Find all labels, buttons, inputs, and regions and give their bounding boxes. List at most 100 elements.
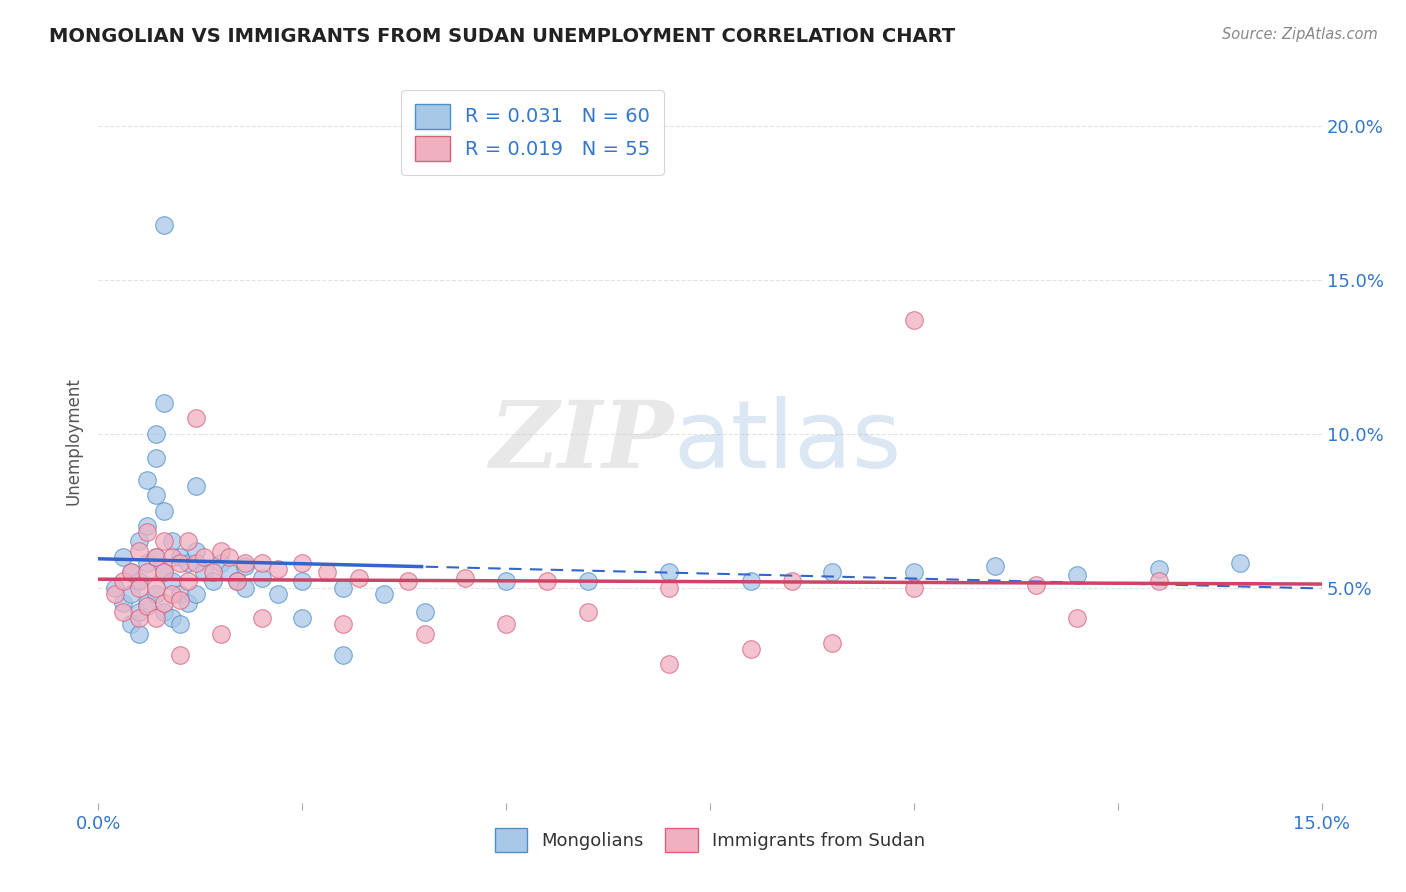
Point xyxy=(903,581,925,595)
Point xyxy=(740,574,762,589)
Point xyxy=(233,556,256,570)
Point xyxy=(128,534,150,549)
Point xyxy=(267,587,290,601)
Point xyxy=(740,642,762,657)
Point xyxy=(454,571,477,585)
Point xyxy=(120,617,142,632)
Point xyxy=(128,626,150,640)
Point xyxy=(145,549,167,564)
Point xyxy=(128,574,150,589)
Point xyxy=(186,479,208,493)
Point xyxy=(332,648,354,663)
Point xyxy=(128,605,150,619)
Point xyxy=(120,587,142,601)
Point xyxy=(1066,568,1088,582)
Point xyxy=(250,571,273,585)
Point xyxy=(413,605,436,619)
Point xyxy=(152,565,174,579)
Point xyxy=(169,549,191,564)
Point xyxy=(169,617,191,632)
Point xyxy=(136,556,159,570)
Point xyxy=(104,581,127,595)
Legend: Mongolians, Immigrants from Sudan: Mongolians, Immigrants from Sudan xyxy=(488,822,932,859)
Point xyxy=(152,596,174,610)
Point xyxy=(209,626,232,640)
Text: Source: ZipAtlas.com: Source: ZipAtlas.com xyxy=(1222,27,1378,42)
Point xyxy=(780,574,803,589)
Point xyxy=(152,605,174,619)
Point xyxy=(128,611,150,625)
Point xyxy=(152,534,174,549)
Point xyxy=(128,581,150,595)
Point xyxy=(658,657,681,672)
Point xyxy=(120,565,142,579)
Point xyxy=(104,587,127,601)
Point xyxy=(1066,611,1088,625)
Point xyxy=(145,611,167,625)
Point xyxy=(1229,556,1251,570)
Point xyxy=(821,565,844,579)
Point xyxy=(186,411,208,425)
Point xyxy=(291,611,314,625)
Point xyxy=(413,626,436,640)
Point xyxy=(169,587,191,601)
Point xyxy=(128,543,150,558)
Point xyxy=(111,574,134,589)
Point xyxy=(1025,577,1047,591)
Point xyxy=(291,556,314,570)
Point xyxy=(209,543,232,558)
Point xyxy=(177,574,200,589)
Point xyxy=(495,574,517,589)
Point xyxy=(218,565,240,579)
Point xyxy=(250,556,273,570)
Point xyxy=(136,473,159,487)
Point xyxy=(111,596,134,610)
Point xyxy=(145,426,167,441)
Point xyxy=(136,519,159,533)
Point xyxy=(226,574,249,589)
Point xyxy=(111,605,134,619)
Point xyxy=(1147,562,1170,576)
Point xyxy=(177,556,200,570)
Point xyxy=(145,488,167,502)
Point xyxy=(193,549,215,564)
Point xyxy=(160,587,183,601)
Point xyxy=(984,559,1007,574)
Point xyxy=(145,581,167,595)
Point xyxy=(136,596,159,610)
Point xyxy=(349,571,371,585)
Point xyxy=(169,593,191,607)
Point xyxy=(658,581,681,595)
Point xyxy=(233,581,256,595)
Point xyxy=(177,596,200,610)
Point xyxy=(145,549,167,564)
Point xyxy=(152,218,174,232)
Point xyxy=(111,549,134,564)
Point xyxy=(267,562,290,576)
Point xyxy=(332,581,354,595)
Text: ZIP: ZIP xyxy=(489,397,673,486)
Point xyxy=(136,599,159,613)
Point xyxy=(821,636,844,650)
Point xyxy=(332,617,354,632)
Point xyxy=(186,587,208,601)
Point xyxy=(495,617,517,632)
Point xyxy=(903,313,925,327)
Point xyxy=(209,556,232,570)
Point xyxy=(145,587,167,601)
Point xyxy=(536,574,558,589)
Point xyxy=(136,525,159,540)
Point xyxy=(201,565,224,579)
Point xyxy=(576,574,599,589)
Text: atlas: atlas xyxy=(673,395,901,488)
Point xyxy=(136,565,159,579)
Point xyxy=(186,543,208,558)
Point xyxy=(201,574,224,589)
Point xyxy=(903,565,925,579)
Point xyxy=(233,559,256,574)
Point xyxy=(186,556,208,570)
Point xyxy=(160,611,183,625)
Point xyxy=(250,611,273,625)
Point xyxy=(160,549,183,564)
Point xyxy=(576,605,599,619)
